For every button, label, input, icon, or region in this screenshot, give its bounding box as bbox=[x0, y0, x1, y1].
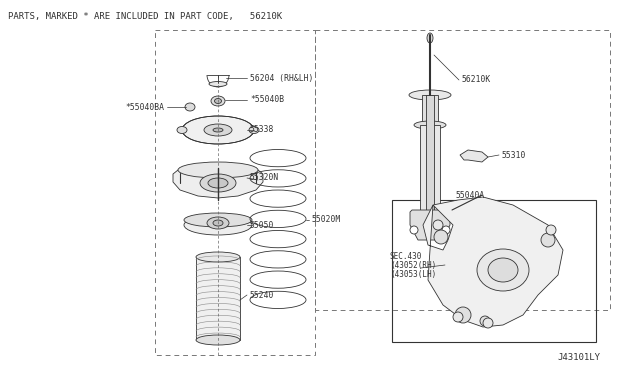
Ellipse shape bbox=[178, 162, 258, 178]
Text: *55040BA: *55040BA bbox=[125, 103, 164, 112]
Circle shape bbox=[455, 307, 471, 323]
Polygon shape bbox=[423, 197, 563, 327]
Ellipse shape bbox=[207, 217, 229, 229]
Ellipse shape bbox=[196, 335, 240, 345]
Circle shape bbox=[434, 230, 448, 244]
Text: 56204 (RH&LH): 56204 (RH&LH) bbox=[250, 74, 314, 83]
Circle shape bbox=[453, 312, 463, 322]
Ellipse shape bbox=[427, 33, 433, 43]
Ellipse shape bbox=[409, 90, 451, 100]
Bar bbox=[315, 30, 610, 310]
Text: 56210K: 56210K bbox=[462, 76, 492, 84]
Bar bbox=[155, 30, 315, 355]
Ellipse shape bbox=[177, 126, 187, 134]
Ellipse shape bbox=[208, 178, 228, 188]
Circle shape bbox=[541, 233, 555, 247]
Ellipse shape bbox=[450, 206, 458, 212]
Bar bbox=[422, 95, 438, 125]
Text: 55338: 55338 bbox=[250, 125, 275, 135]
Circle shape bbox=[546, 225, 556, 235]
Ellipse shape bbox=[414, 121, 446, 129]
Polygon shape bbox=[410, 210, 450, 240]
Text: 55320N: 55320N bbox=[250, 173, 279, 183]
Circle shape bbox=[442, 226, 450, 234]
Text: (43052(RH): (43052(RH) bbox=[390, 261, 436, 270]
Ellipse shape bbox=[249, 126, 259, 134]
Circle shape bbox=[480, 316, 490, 326]
Ellipse shape bbox=[209, 81, 227, 87]
Ellipse shape bbox=[477, 249, 529, 291]
Ellipse shape bbox=[211, 96, 225, 106]
Ellipse shape bbox=[185, 103, 195, 111]
Ellipse shape bbox=[184, 215, 252, 235]
Ellipse shape bbox=[488, 258, 518, 282]
Ellipse shape bbox=[213, 220, 223, 226]
Ellipse shape bbox=[200, 174, 236, 192]
Text: PARTS, MARKED * ARE INCLUDED IN PART CODE,   56210K: PARTS, MARKED * ARE INCLUDED IN PART COD… bbox=[8, 12, 282, 21]
Text: 55050: 55050 bbox=[250, 221, 275, 230]
Bar bbox=[426, 95, 434, 215]
Bar bbox=[196, 257, 240, 340]
Text: SEC.430: SEC.430 bbox=[390, 252, 422, 261]
Polygon shape bbox=[460, 150, 488, 162]
Ellipse shape bbox=[196, 252, 240, 262]
Text: 55240: 55240 bbox=[250, 291, 275, 299]
Text: *55040B: *55040B bbox=[250, 96, 284, 105]
Text: J43101LY: J43101LY bbox=[557, 353, 600, 362]
Text: 55310: 55310 bbox=[502, 151, 526, 160]
Polygon shape bbox=[173, 170, 263, 198]
Bar bbox=[420, 125, 440, 215]
Text: 55040A: 55040A bbox=[455, 191, 484, 200]
Ellipse shape bbox=[204, 124, 232, 136]
Bar bbox=[392, 200, 596, 342]
Ellipse shape bbox=[214, 99, 221, 103]
Text: 55020M: 55020M bbox=[312, 215, 341, 224]
Text: (43053(LH): (43053(LH) bbox=[390, 270, 436, 279]
Circle shape bbox=[483, 318, 493, 328]
Circle shape bbox=[433, 220, 443, 230]
Ellipse shape bbox=[213, 128, 223, 132]
Ellipse shape bbox=[184, 213, 252, 227]
Ellipse shape bbox=[182, 116, 254, 144]
Circle shape bbox=[410, 226, 418, 234]
